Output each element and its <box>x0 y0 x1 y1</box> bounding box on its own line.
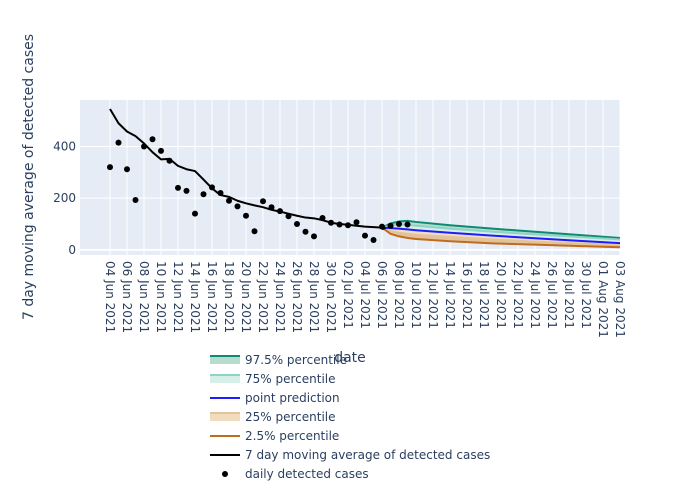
daily-case-markers <box>107 136 411 244</box>
daily-case-point <box>132 196 139 203</box>
daily-case-point <box>379 223 385 230</box>
x-tick-label: 06 Jul 2021 <box>375 261 389 329</box>
x-tick-labels: 04 Jun 2021 06 Jun 2021 08 Jun 2021 10 Jun … <box>103 261 627 338</box>
legend-label: 97.5% percentile <box>245 353 347 367</box>
legend-label: 2.5% percentile <box>245 429 339 443</box>
line-p97-5 <box>381 219 621 239</box>
x-tick-label: 03 Aug 2021 <box>613 261 627 338</box>
daily-case-point <box>175 184 181 191</box>
daily-case-point <box>200 191 207 198</box>
daily-case-point <box>124 166 130 173</box>
daily-case-point <box>345 222 351 229</box>
daily-case-point <box>362 232 368 239</box>
line-point-prediction <box>381 226 621 245</box>
daily-case-point <box>234 203 241 210</box>
legend: 97.5% percentile 75% percentile point pred… <box>210 353 490 481</box>
x-tick-label: 08 Jun 2021 <box>137 261 151 333</box>
daily-case-point <box>107 164 113 171</box>
daily-case-point <box>319 215 326 222</box>
legend-label: point prediction <box>245 391 340 405</box>
x-tick-label: 18 Jun 2021 <box>222 261 236 333</box>
daily-case-point <box>251 228 258 235</box>
x-tick-label: 12 Jul 2021 <box>426 261 440 329</box>
band-75-point <box>382 224 620 244</box>
legend-label: 7 day moving average of detected cases <box>245 448 490 462</box>
x-tick-label: 24 Jul 2021 <box>528 261 542 329</box>
daily-case-point <box>209 184 215 191</box>
daily-case-point <box>268 204 275 211</box>
x-tick-label: 16 Jun 2021 <box>205 261 219 333</box>
daily-case-point <box>294 221 300 227</box>
legend-swatch-marker <box>222 471 228 477</box>
x-tick-label: 04 Jun 2021 <box>103 261 117 333</box>
daily-case-point <box>336 221 343 228</box>
y-tick-label: 0 <box>68 243 76 257</box>
x-tick-label: 14 Jul 2021 <box>443 261 457 329</box>
daily-case-point <box>311 233 317 240</box>
x-tick-label: 30 Jul 2021 <box>579 261 593 329</box>
x-tick-label: 30 Jun 2021 <box>324 261 338 333</box>
x-tick-label: 18 Jul 2021 <box>477 261 491 329</box>
daily-case-point <box>115 139 122 146</box>
x-tick-label: 26 Jul 2021 <box>545 261 559 329</box>
daily-case-point <box>243 212 249 219</box>
x-tick-label: 14 Jun 2021 <box>188 261 202 333</box>
legend-swatch <box>210 375 240 383</box>
x-tick-label: 04 Jul 2021 <box>358 261 372 329</box>
daily-case-point <box>166 157 173 164</box>
legend-swatch <box>210 356 240 364</box>
daily-case-point <box>285 213 292 220</box>
daily-case-point <box>277 208 283 215</box>
x-tick-label: 10 Jul 2021 <box>409 261 423 329</box>
x-tick-label: 10 Jun 2021 <box>154 261 168 333</box>
legend-swatch <box>210 413 240 421</box>
x-tick-label: 24 Jun 2021 <box>273 261 287 333</box>
x-tick-label: 06 Jun 2021 <box>120 261 134 333</box>
y-axis-title: 7 day moving average of detected cases <box>21 34 37 320</box>
x-tick-label: 26 Jun 2021 <box>290 261 304 333</box>
x-tick-label: 28 Jul 2021 <box>562 261 576 329</box>
line-p2-5 <box>381 226 621 249</box>
daily-case-point <box>387 222 394 229</box>
daily-case-point <box>217 190 224 196</box>
legend-label: daily detected cases <box>245 467 369 481</box>
daily-case-point <box>396 221 402 227</box>
x-tick-label: 16 Jul 2021 <box>460 261 474 329</box>
y-tick-label: 200 <box>53 191 76 205</box>
legend-label: 75% percentile <box>245 372 336 386</box>
daily-case-point <box>370 237 377 244</box>
daily-case-point <box>158 147 164 154</box>
daily-case-point <box>353 219 360 226</box>
daily-case-point <box>260 198 266 205</box>
daily-case-point <box>183 187 190 194</box>
daily-case-point <box>226 197 232 204</box>
x-tick-label: 08 Jul 2021 <box>392 261 406 329</box>
x-tick-label: 22 Jul 2021 <box>511 261 525 329</box>
line-p25 <box>381 226 621 247</box>
daily-case-point <box>141 143 147 150</box>
daily-case-point <box>192 210 198 217</box>
x-tick-label: 01 Aug 2021 <box>596 261 610 338</box>
daily-case-point <box>328 219 334 226</box>
plot-background <box>80 100 620 255</box>
y-tick-label: 400 <box>53 140 76 154</box>
line-p75 <box>381 223 621 241</box>
x-tick-label: 12 Jun 2021 <box>171 261 185 333</box>
daily-case-point <box>302 228 309 235</box>
daily-case-point <box>404 221 411 228</box>
y-tick-labels: 0 200 400 <box>53 140 76 257</box>
x-tick-label: 22 Jun 2021 <box>256 261 270 333</box>
daily-case-point <box>149 136 156 143</box>
x-axis-title: date <box>334 350 366 366</box>
x-tick-label: 28 Jun 2021 <box>307 261 321 333</box>
legend-label: 25% percentile <box>245 410 336 424</box>
x-tick-label: 20 Jul 2021 <box>494 261 508 329</box>
x-tick-label: 02 Jul 2021 <box>341 261 355 329</box>
x-tick-label: 20 Jun 2021 <box>239 261 253 333</box>
